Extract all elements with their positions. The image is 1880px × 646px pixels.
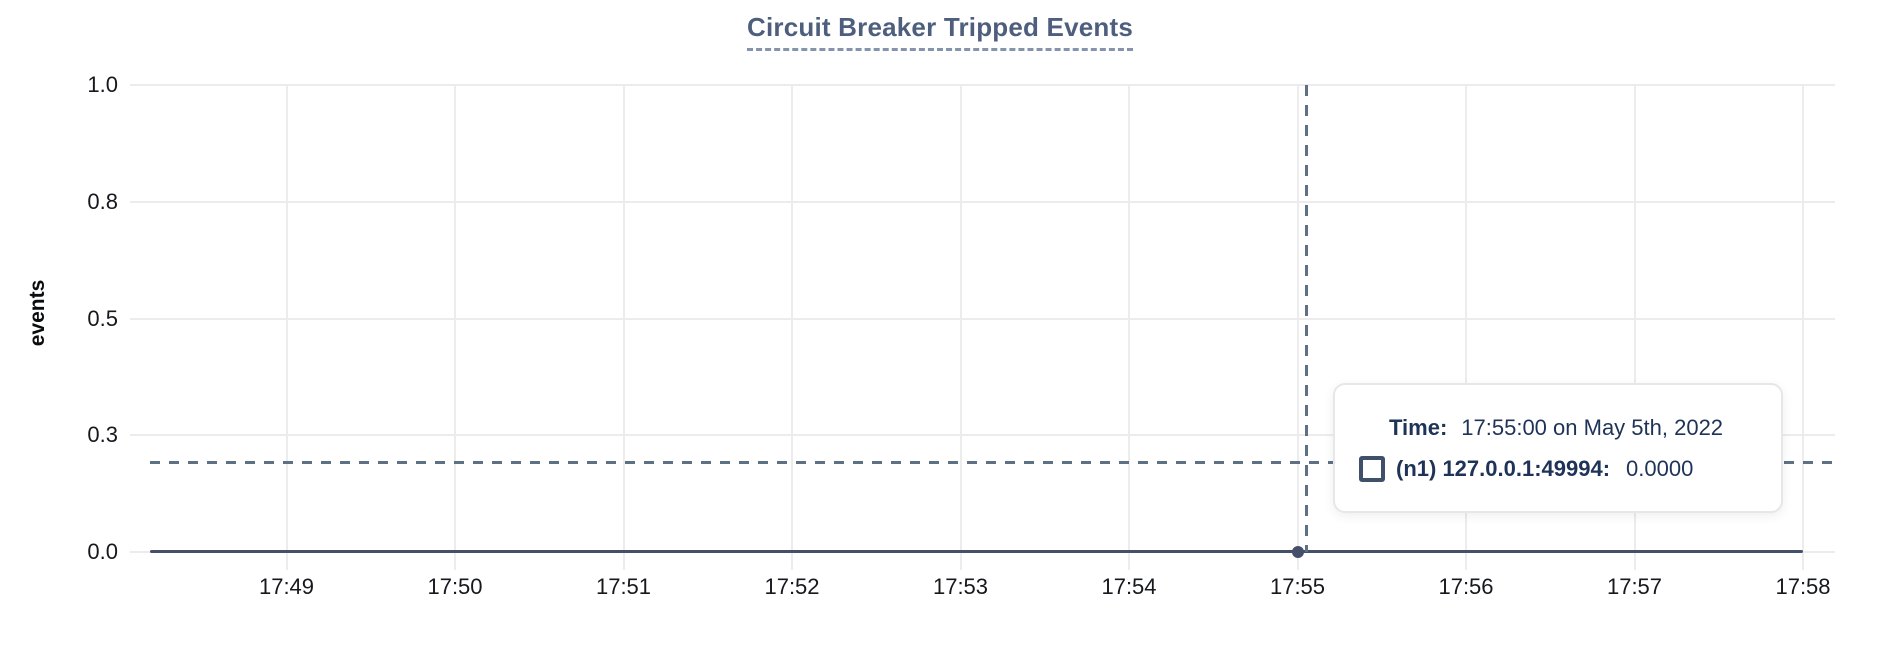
tooltip-time-row: Time: 17:55:00 on May 5th, 2022 [1389,415,1757,441]
x-tick-label: 17:55 [1269,574,1326,599]
tooltip-series-label: (n1) 127.0.0.1:49994: [1396,455,1611,481]
chart-title[interactable]: Circuit Breaker Tripped Events [746,12,1134,51]
x-gridline [454,85,456,570]
x-tick-label: 17:51 [595,574,652,599]
x-gridline [959,85,962,570]
x-tick-label: 17:58 [1775,574,1831,599]
tooltip: Time: 17:55:00 on May 5th, 2022 (n1) 127… [1333,383,1783,513]
y-tick-label: 0.8 [87,188,118,214]
y-gridline [130,317,1835,320]
tooltip-time-label: Time: [1389,414,1448,440]
x-gridline [1128,85,1130,570]
x-tick-label: 17:56 [1438,574,1494,599]
x-tick-label: 17:50 [427,574,483,599]
x-gridline [1296,85,1299,570]
crosshair-horizontal-line [150,460,1835,464]
y-gridline [130,84,1835,86]
x-gridline [1802,85,1804,570]
x-gridline [622,85,625,570]
y-tick-label: 0.3 [87,422,118,448]
hovered-data-point [1291,546,1304,558]
x-gridline [791,85,793,570]
y-gridline [130,434,1835,437]
x-tick-label: 17:53 [932,574,989,599]
y-tick-label: 0.0 [87,539,118,564]
x-gridline [285,85,288,570]
tooltip-series-value: 0.0000 [1626,455,1694,481]
x-gridline [1633,85,1636,570]
x-tick-label: 17:57 [1606,574,1663,599]
crosshair-vertical-line [1304,85,1308,552]
series-swatch-square-icon [1359,455,1385,482]
y-tick-label: 1.0 [87,72,118,97]
y-tick-label: 0.5 [87,305,118,331]
y-gridline [130,200,1835,203]
x-tick-label: 17:54 [1101,574,1157,599]
chart-title-row: Circuit Breaker Tripped Events [0,12,1880,51]
series-line [150,550,1803,553]
x-tick-label: 17:49 [258,574,315,599]
x-tick-label: 17:52 [764,574,820,599]
tooltip-time-value: 17:55:00 on May 5th, 2022 [1461,414,1724,440]
tooltip-series-row: (n1) 127.0.0.1:49994: 0.0000 [1359,455,1757,482]
x-gridline [1465,85,1467,570]
